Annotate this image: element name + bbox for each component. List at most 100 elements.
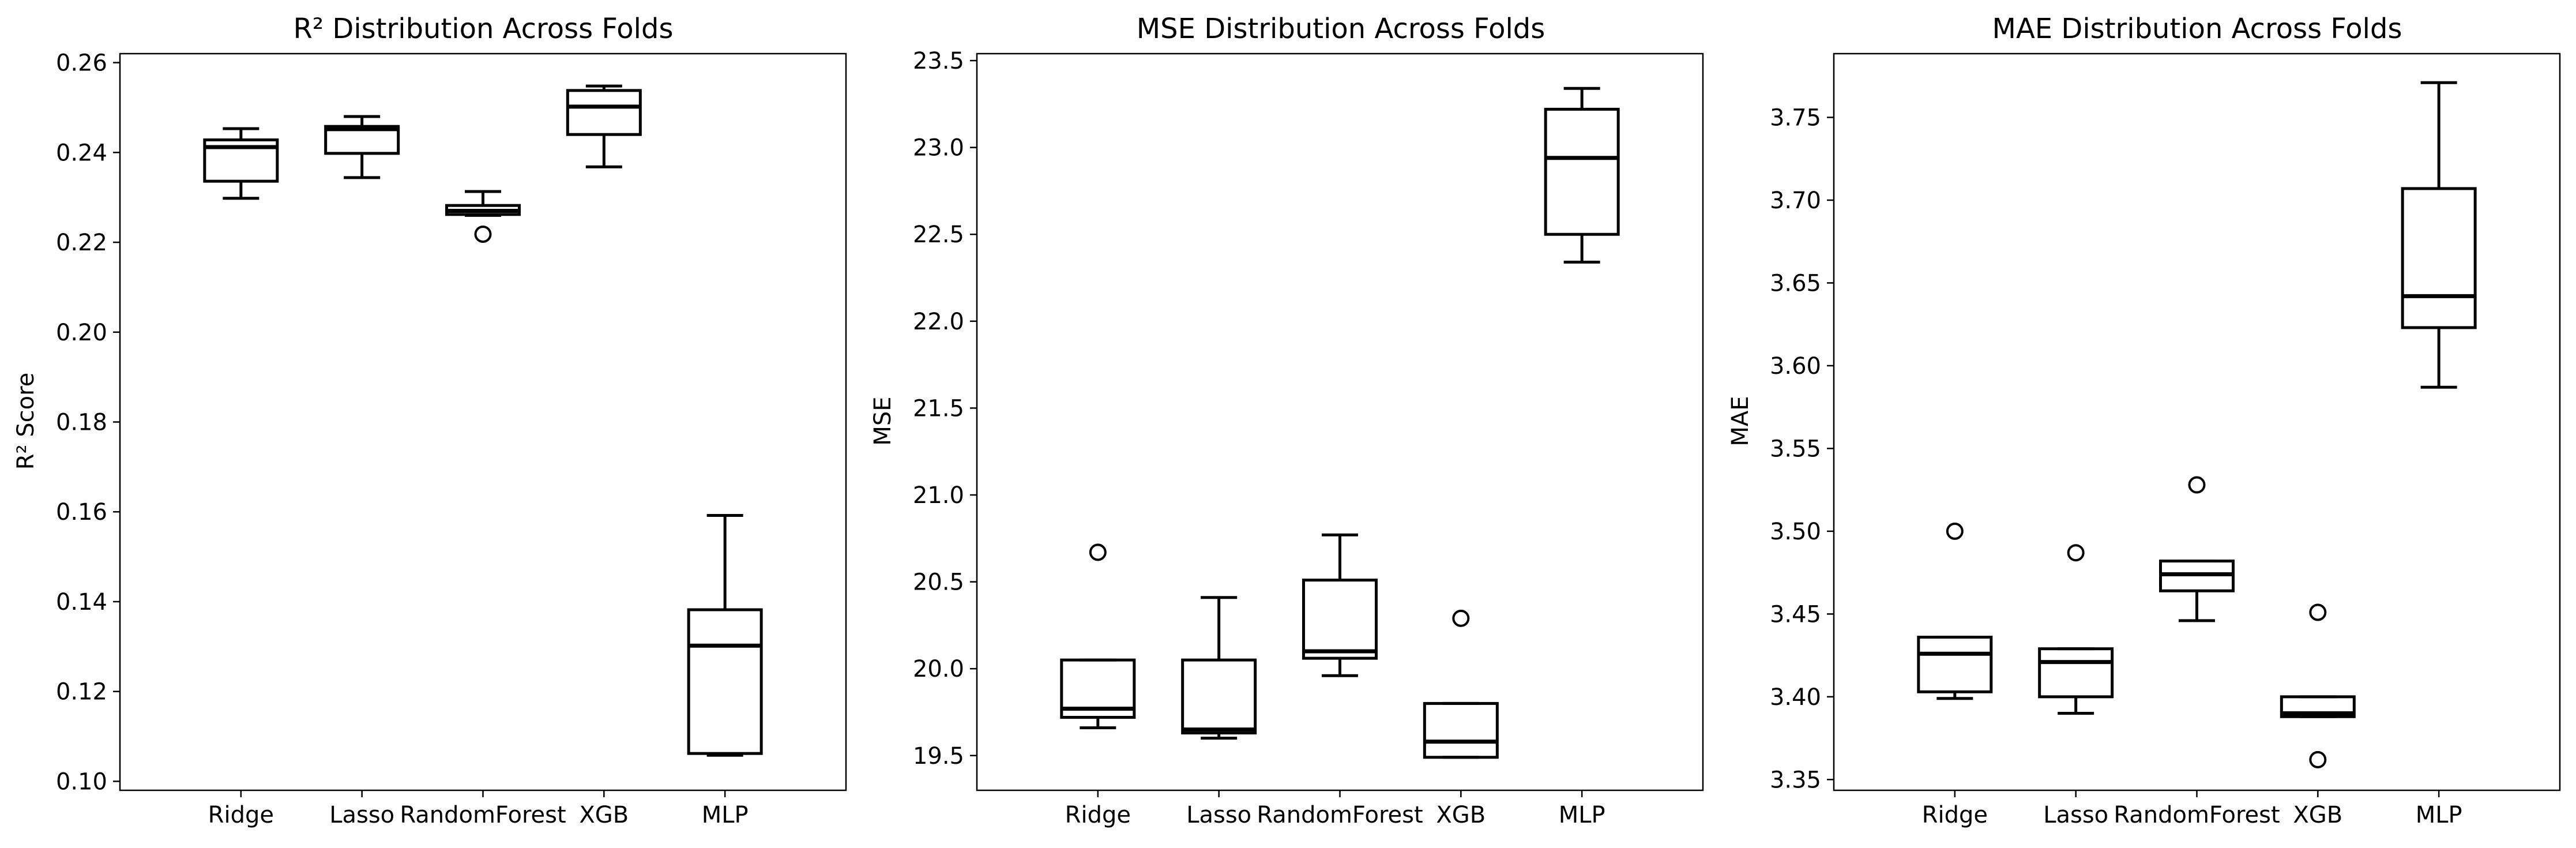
r2-ylabel: R² Score [13, 373, 39, 470]
mse-ytick-label: 19.5 [913, 743, 964, 770]
iqr-box [2038, 647, 2114, 699]
mae-boxes [1917, 81, 2477, 768]
mae-box-mlp [2401, 81, 2477, 389]
mse-box-randomforest [1302, 533, 1378, 677]
iqr-box [1917, 636, 1993, 693]
r2-ytick-label: 0.20 [56, 320, 107, 346]
mse-ytick-label: 23.0 [913, 135, 964, 162]
mae-box-ridge [1917, 522, 1993, 700]
r2-xtick-label: RandomForest [400, 802, 566, 828]
r2-box-lasso [324, 115, 400, 179]
mae-xtick-label: XGB [2293, 802, 2342, 828]
outlier-point [2309, 751, 2327, 768]
r2-ytick-label: 0.26 [56, 50, 107, 77]
outlier-point [1452, 609, 1470, 627]
mse-ylabel: MSE [870, 396, 896, 445]
outlier-point [2067, 544, 2085, 562]
r2-x-axis: Ridge Lasso RandomForest XGB MLP [208, 790, 749, 828]
mse-xtick-label: MLP [1559, 802, 1605, 828]
mae-box-xgb [2280, 603, 2356, 768]
mae-ytick-label: 3.45 [1770, 601, 1821, 628]
outlier-point [1089, 543, 1107, 561]
r2-xtick-label: XGB [579, 802, 629, 828]
r2-ytick-label: 0.24 [56, 140, 107, 166]
mae-panel: MAE Distribution Across Folds MAE 3.353.… [1727, 13, 2561, 828]
r2-xtick-label: Ridge [208, 802, 274, 828]
r2-box-mlp [687, 513, 763, 757]
r2-box-randomforest [445, 190, 521, 243]
r2-axes-frame [119, 52, 847, 791]
r2-ytick-label: 0.14 [56, 589, 107, 616]
iqr-box [566, 89, 642, 136]
iqr-box [1302, 579, 1378, 660]
mae-title: MAE Distribution Across Folds [1992, 13, 2402, 45]
outlier-point [2188, 476, 2206, 494]
mae-xtick-label: Ridge [1922, 802, 1988, 828]
mae-ytick-label: 3.35 [1770, 767, 1821, 793]
mse-ytick-label: 23.5 [913, 48, 964, 74]
mse-ytick-label: 20.5 [913, 569, 964, 596]
r2-xtick-label: Lasso [329, 802, 394, 828]
r2-ytick-label: 0.18 [56, 410, 107, 436]
iqr-box [1181, 658, 1257, 735]
mae-box-lasso [2038, 544, 2114, 715]
outlier-point [1946, 522, 1964, 540]
mse-box-xgb [1423, 609, 1499, 759]
iqr-box [687, 608, 763, 755]
mse-y-axis: 19.5 20.0 20.5 21.0 21.5 22.0 22.5 23.0 23.5 [913, 48, 977, 770]
mse-x-axis: Ridge Lasso RandomForest XGB MLP [1065, 790, 1605, 828]
mse-ytick-label: 21.5 [913, 395, 964, 422]
r2-box-xgb [566, 84, 642, 168]
r2-panel: R² Distribution Across Folds R² Score 0.… [13, 13, 847, 828]
mae-box-randomforest [2159, 476, 2235, 622]
iqr-box [1060, 658, 1136, 719]
mse-box-lasso [1181, 596, 1257, 740]
iqr-box [324, 125, 400, 155]
mae-y-axis: 3.35 3.40 3.45 3.50 3.55 3.60 3.65 3.70 3.75 [1770, 104, 1834, 793]
outlier-point [2309, 603, 2327, 621]
iqr-box [203, 138, 279, 183]
mse-panel: MSE Distribution Across Folds MSE 19.5 20… [870, 13, 1704, 828]
mse-box-mlp [1544, 87, 1620, 264]
iqr-box [2280, 695, 2356, 718]
r2-ytick-label: 0.10 [56, 768, 107, 795]
r2-title: R² Distribution Across Folds [294, 13, 674, 45]
mae-ytick-label: 3.65 [1770, 270, 1821, 297]
mae-axes-frame [1833, 52, 2561, 791]
mse-xtick-label: Ridge [1065, 802, 1131, 828]
mae-ylabel: MAE [1727, 396, 1754, 446]
mse-ytick-label: 22.5 [913, 222, 964, 248]
r2-ytick-label: 0.22 [56, 230, 107, 256]
mse-ytick-label: 20.0 [913, 656, 964, 682]
mse-xtick-label: Lasso [1186, 802, 1251, 828]
mse-ytick-label: 22.0 [913, 309, 964, 335]
mse-xtick-label: XGB [1436, 802, 1486, 828]
mae-ytick-label: 3.70 [1770, 187, 1821, 214]
r2-ytick-label: 0.12 [56, 679, 107, 706]
iqr-box [2401, 187, 2477, 329]
mae-ytick-label: 3.50 [1770, 519, 1821, 545]
mae-ytick-label: 3.75 [1770, 104, 1821, 131]
r2-xtick-label: MLP [702, 802, 749, 828]
mse-axes-frame [976, 52, 1704, 791]
mae-ytick-label: 3.60 [1770, 353, 1821, 380]
mae-ytick-label: 3.55 [1770, 436, 1821, 462]
r2-box-ridge [203, 127, 279, 200]
mae-xtick-label: MLP [2416, 802, 2462, 828]
mse-boxes [1060, 87, 1620, 759]
mse-title: MSE Distribution Across Folds [1137, 13, 1545, 45]
r2-boxes [203, 84, 763, 757]
mae-xtick-label: Lasso [2043, 802, 2108, 828]
r2-ytick-label: 0.16 [56, 499, 107, 526]
mse-ytick-label: 21.0 [913, 482, 964, 509]
r2-y-axis: 0.10 0.12 0.14 0.16 0.18 0.20 0.22 0.24 0.26 [56, 50, 120, 795]
mse-xtick-label: RandomForest [1257, 802, 1423, 828]
iqr-box [1544, 107, 1620, 236]
mae-ytick-label: 3.40 [1770, 684, 1821, 711]
outlier-point [474, 226, 492, 243]
iqr-box [1423, 701, 1499, 759]
mae-x-axis: Ridge Lasso RandomForest XGB MLP [1922, 790, 2462, 828]
mae-xtick-label: RandomForest [2114, 802, 2280, 828]
